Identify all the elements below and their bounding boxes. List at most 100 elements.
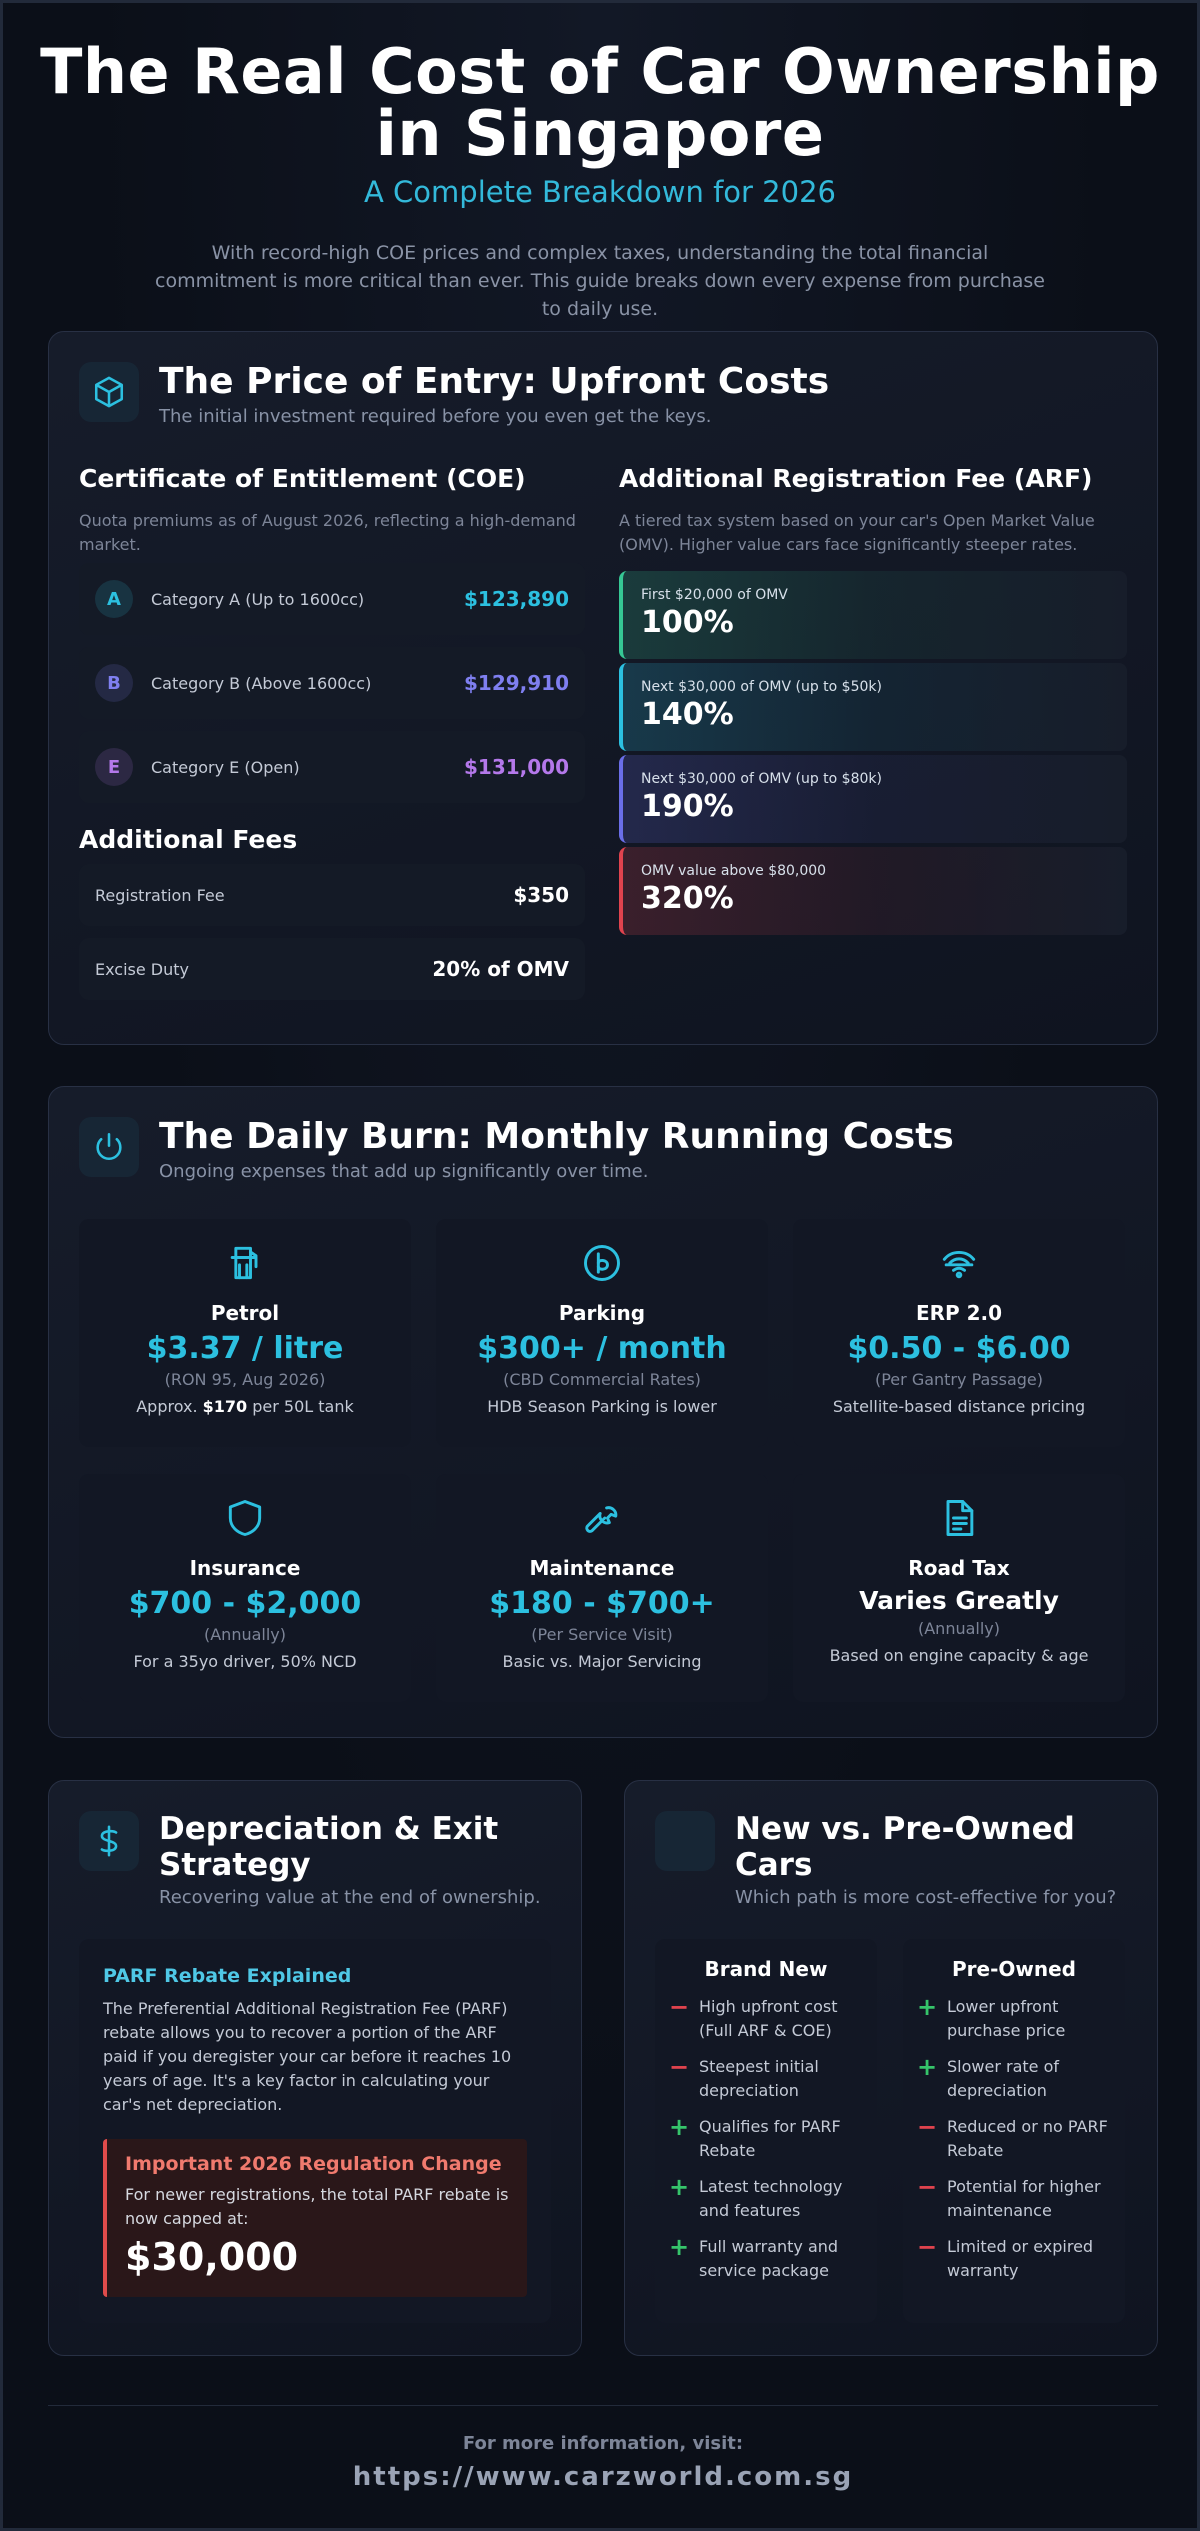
coe-list: A Category A (Up to 1600cc) $123,890 B Categ… bbox=[79, 563, 585, 803]
tile-note: (CBD Commercial Rates) bbox=[503, 1370, 701, 1389]
comparison-item-text: Reduced or no PARF Rebate bbox=[947, 2117, 1108, 2160]
parf-text: The Preferential Additional Registration… bbox=[103, 1999, 512, 2114]
plus-icon: + bbox=[917, 1993, 938, 2021]
minus-icon: − bbox=[917, 2233, 938, 2261]
cost-tile: Road Tax Varies Greatly (Annually) Based on… bbox=[793, 1474, 1125, 1702]
depreciation-card: Depreciation & Exit Strategy Recovering … bbox=[48, 1780, 582, 2356]
tile-value: $700 - $2,000 bbox=[128, 1586, 362, 1621]
arf-tier-label: First $20,000 of OMV bbox=[641, 587, 788, 603]
minus-icon: − bbox=[917, 2173, 938, 2201]
tile-note: (Per Gantry Passage) bbox=[874, 1370, 1044, 1389]
category-badge: E bbox=[95, 748, 133, 786]
arf-tier-rate: 100% bbox=[641, 605, 734, 640]
comparison-item-text: High upfront cost (Full ARF & COE) bbox=[699, 1997, 838, 2040]
footer-divider bbox=[48, 2405, 1158, 2406]
parking-icon bbox=[436, 1241, 768, 1291]
arf-tier-label: Next $30,000 of OMV (up to $50k) bbox=[641, 679, 882, 695]
coe-category-label: Category B (Above 1600cc) bbox=[151, 673, 372, 693]
running-subtitle: Ongoing expenses that add up significant… bbox=[159, 1161, 649, 1182]
cost-tile: Petrol $3.37 / litre (RON 95, Aug 2026) App… bbox=[79, 1219, 411, 1447]
cube-icon bbox=[79, 362, 139, 422]
tile-desc: Based on engine capacity & age bbox=[829, 1646, 1089, 1665]
comparison-item: − High upfront cost (Full ARF & COE) bbox=[669, 1995, 863, 2043]
tile-value: Varies Greatly bbox=[859, 1586, 1059, 1615]
tile-value: $300+ / month bbox=[477, 1331, 727, 1366]
minus-icon: − bbox=[917, 2113, 938, 2141]
tile-note: (RON 95, Aug 2026) bbox=[164, 1370, 326, 1389]
cost-tile: Maintenance $180 - $700+ (Per Service Visi… bbox=[436, 1474, 768, 1702]
coe-category-label: Category E (Open) bbox=[151, 757, 300, 777]
category-badge: A bbox=[95, 580, 133, 618]
tile-note: (Per Service Visit) bbox=[531, 1625, 673, 1644]
parf-cap-value: $30,000 bbox=[125, 2235, 299, 2279]
depreciation-title: Depreciation & Exit Strategy bbox=[159, 1811, 499, 1883]
minus-icon: − bbox=[669, 2053, 690, 2081]
comparison-item-text: Latest technology and features bbox=[699, 2177, 843, 2220]
comparison-item: + Latest technology and features bbox=[669, 2175, 863, 2223]
comparison-item: + Lower upfront purchase price bbox=[917, 1995, 1111, 2043]
tile-value: $3.37 / litre bbox=[146, 1331, 344, 1366]
brand-new-list: − High upfront cost (Full ARF & COE) − Stee… bbox=[669, 1995, 863, 2283]
plus-icon: + bbox=[669, 2173, 690, 2201]
pre-owned-heading: Pre-Owned bbox=[952, 1957, 1076, 1981]
cost-tile: Parking $300+ / month (CBD Commercial Rate… bbox=[436, 1219, 768, 1447]
plus-icon: + bbox=[669, 2233, 690, 2261]
tile-value: $0.50 - $6.00 bbox=[847, 1331, 1071, 1366]
tile-name: Road Tax bbox=[908, 1556, 1010, 1580]
pre-owned-list: + Lower upfront purchase price + Slower rat… bbox=[917, 1995, 1111, 2283]
fees-list: Registration Fee $350 Excise Duty 20% of OM… bbox=[79, 864, 585, 1000]
arf-desc: A tiered tax system based on your car's … bbox=[619, 511, 1095, 554]
cost-tile: Insurance $700 - $2,000 (Annually) For a 35… bbox=[79, 1474, 411, 1702]
coe-price: $123,890 bbox=[463, 587, 569, 611]
coe-desc: Quota premiums as of August 2026, reflec… bbox=[79, 511, 576, 554]
tile-desc-pre: Approx. bbox=[136, 1397, 203, 1416]
running-costs-card: The Daily Burn: Monthly Running Costs On… bbox=[48, 1086, 1158, 1738]
page-intro: With record-high COE prices and complex … bbox=[155, 242, 1045, 320]
tile-note: (Annually) bbox=[917, 1619, 1000, 1638]
arf-tier-list: First $20,000 of OMV 100% Next $30,000 of … bbox=[619, 571, 1127, 935]
footer: For more information, visit: https://www… bbox=[3, 2433, 1200, 2492]
plus-icon: + bbox=[669, 2113, 690, 2141]
arf-tier-label: Next $30,000 of OMV (up to $80k) bbox=[641, 771, 882, 787]
brand-new-heading: Brand New bbox=[704, 1957, 828, 1981]
tile-desc: Satellite-based distance pricing bbox=[832, 1397, 1086, 1416]
comparison-item-text: Potential for higher maintenance bbox=[947, 2177, 1101, 2220]
coe-section: Certificate of Entitlement (COE) Quota p… bbox=[79, 464, 585, 1000]
coe-category-label: Category A (Up to 1600cc) bbox=[151, 589, 365, 609]
fuel-pump-icon bbox=[79, 1241, 411, 1291]
arf-tier-rate: 190% bbox=[641, 789, 734, 824]
upfront-subtitle: The initial investment required before y… bbox=[159, 406, 712, 427]
arf-tier-label: OMV value above $80,000 bbox=[641, 863, 827, 879]
regulation-alert: Important 2026 Regulation Change For new… bbox=[103, 2139, 527, 2297]
brand-new-column: Brand New − High upfront cost (Full ARF &… bbox=[655, 1939, 877, 2323]
coe-title: Certificate of Entitlement (COE) bbox=[79, 464, 526, 493]
coe-price: $129,910 bbox=[463, 671, 569, 695]
footer-label: For more information, visit: bbox=[462, 2433, 744, 2454]
tile-name: ERP 2.0 bbox=[915, 1301, 1003, 1325]
upfront-title: The Price of Entry: Upfront Costs bbox=[159, 361, 830, 402]
arf-title: Additional Registration Fee (ARF) bbox=[619, 464, 1093, 493]
alert-text: For newer registrations, the total PARF … bbox=[125, 2185, 509, 2228]
coe-price: $131,000 bbox=[463, 755, 569, 779]
fee-label: Excise Duty bbox=[95, 959, 190, 979]
arf-tier: OMV value above $80,000 320% bbox=[619, 847, 1127, 935]
tile-value: $180 - $700+ bbox=[489, 1586, 715, 1621]
tile-note: (Annually) bbox=[203, 1625, 286, 1644]
footer-link[interactable]: https://www.carzworld.com.sg bbox=[352, 2462, 854, 2492]
comparison-item-text: Steepest initial depreciation bbox=[699, 2057, 819, 2100]
page-title: The Real Cost of Car Ownership in Singap… bbox=[3, 41, 1197, 165]
pre-owned-column: Pre-Owned + Lower upfront purchase price +… bbox=[903, 1939, 1125, 2323]
comparison-item-text: Lower upfront purchase price bbox=[947, 1997, 1066, 2040]
depreciation-header: Depreciation & Exit Strategy Recovering … bbox=[79, 1811, 549, 1908]
minus-icon: − bbox=[669, 1993, 690, 2021]
shield-icon bbox=[79, 1496, 411, 1546]
dollar-icon bbox=[79, 1811, 139, 1871]
arf-tier-rate: 320% bbox=[641, 881, 734, 916]
additional-fees-title: Additional Fees bbox=[79, 825, 298, 854]
comparison-card: New vs. Pre-Owned Cars Which path is mor… bbox=[624, 1780, 1158, 2356]
comparison-item: + Slower rate of depreciation bbox=[917, 2055, 1111, 2103]
tile-name: Petrol bbox=[210, 1301, 280, 1325]
plus-icon: + bbox=[917, 2053, 938, 2081]
tile-name: Parking bbox=[558, 1301, 646, 1325]
